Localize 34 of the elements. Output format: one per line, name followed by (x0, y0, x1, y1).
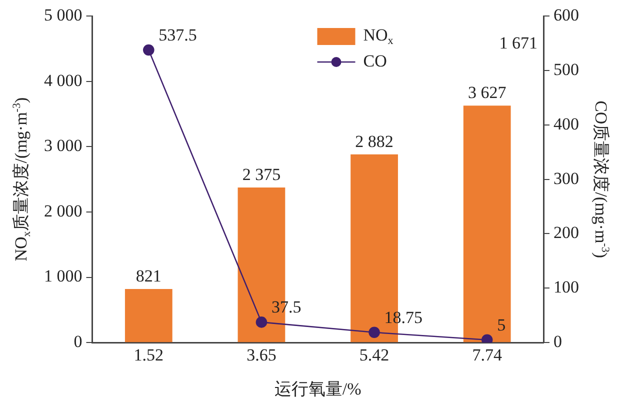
y2-tick-label: 500 (554, 60, 579, 79)
annotation: 1 671 (499, 33, 538, 52)
data-label: 537.5 (158, 25, 197, 44)
x-tick-label: 5.42 (359, 345, 390, 364)
data-label: 821 (136, 266, 162, 286)
y2-tick-label: 200 (554, 223, 579, 242)
y-tick-label: 0 (74, 332, 82, 352)
y-tick-label: 4 000 (44, 70, 82, 90)
y2-tick-label: 0 (554, 332, 562, 352)
y2-tick-label: 300 (554, 168, 579, 188)
y-tick-label: 2 000 (44, 201, 82, 220)
x-tick-label: 1.52 (134, 345, 164, 364)
point (368, 326, 380, 338)
point (143, 44, 154, 56)
x-tick-label: 3.65 (246, 345, 276, 364)
bar (124, 288, 172, 342)
bar (463, 106, 511, 342)
legend-label: CO (363, 51, 387, 70)
y-axis-title: NOx质量浓度/(mg·m-3) (10, 97, 33, 262)
point (256, 316, 268, 328)
y-tick-label: 5 000 (44, 5, 82, 24)
y2-axis-title: CO质量浓度/(mg·m-3) (592, 100, 612, 258)
y-tick-label: 3 000 (44, 136, 82, 156)
y-tick-label: 1 000 (44, 266, 82, 286)
x-tick-label: 7.74 (472, 345, 502, 364)
y2-tick-label: 400 (554, 114, 579, 134)
data-label: 5 (497, 315, 506, 334)
x-axis-title: 运行氧量/% (274, 379, 362, 398)
point (481, 334, 493, 343)
data-label: 3 627 (468, 83, 507, 102)
data-label: 2 882 (355, 132, 394, 151)
data-label: 2 375 (242, 164, 281, 184)
y2-tick-label: 600 (554, 5, 579, 24)
y2-tick-label: 100 (554, 278, 579, 297)
